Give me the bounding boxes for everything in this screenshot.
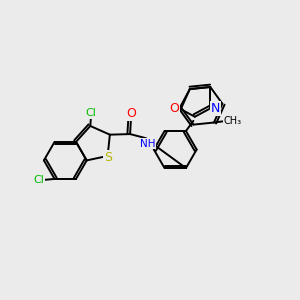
- Text: CH₃: CH₃: [224, 116, 242, 126]
- Text: N: N: [211, 102, 220, 115]
- Text: S: S: [104, 151, 112, 164]
- Text: O: O: [169, 102, 179, 115]
- Text: Cl: Cl: [85, 109, 96, 118]
- Text: O: O: [126, 107, 136, 120]
- Text: Cl: Cl: [34, 176, 45, 185]
- Text: NH: NH: [140, 139, 156, 148]
